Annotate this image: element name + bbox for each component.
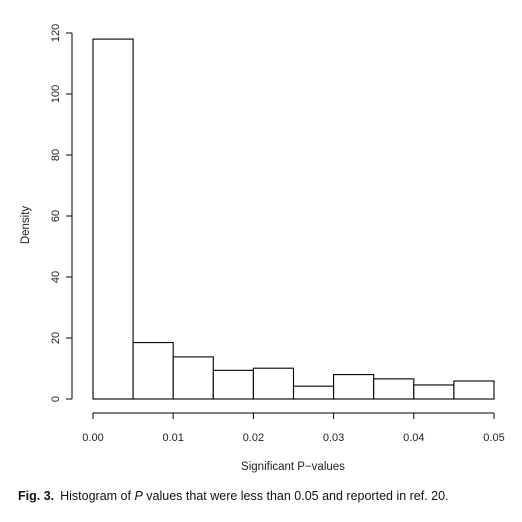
y-tick-label: 60: [50, 210, 62, 222]
figure-caption: Fig. 3. Histogram of P values that were l…: [18, 489, 513, 503]
y-tick-label: 20: [50, 332, 62, 344]
x-tick-label: 0.00: [82, 432, 103, 444]
y-tick-label: 120: [50, 24, 62, 42]
x-tick-label: 0.02: [243, 432, 264, 444]
caption-text-after: values that were less than 0.05 and repo…: [142, 489, 449, 503]
x-axis: 0.00 0.01 0.02 0.03 0.04 0.05: [82, 412, 505, 444]
x-tick-label: 0.03: [323, 432, 344, 444]
y-tick-label: 40: [50, 271, 62, 283]
caption-text-before: Histogram of: [60, 489, 135, 503]
histogram-bar: [212, 369, 254, 400]
x-tick-label: 0.01: [162, 432, 183, 444]
histogram-bar: [373, 378, 415, 400]
x-tick-label: 0.04: [403, 432, 424, 444]
y-tick-label: 0: [50, 396, 62, 402]
histogram-bar: [453, 380, 495, 400]
y-axis-title: Density: [20, 206, 32, 245]
y-tick-label: 100: [50, 85, 62, 103]
y-tick-label: 80: [50, 149, 62, 161]
histogram-bar: [413, 384, 455, 400]
caption-italic-p: P: [134, 489, 143, 503]
histogram-bar: [292, 385, 335, 400]
histogram-bars: [92, 38, 495, 400]
figure-label: Fig. 3.: [18, 489, 55, 503]
y-axis: 0 20 40 60 80 100 120: [50, 24, 73, 402]
x-tick-label: 0.05: [483, 432, 504, 444]
histogram-bar: [252, 367, 295, 400]
x-axis-title: Significant P−values: [241, 461, 345, 473]
histogram-bar: [92, 38, 134, 400]
histogram-bar: [172, 356, 214, 400]
histogram-bar: [333, 374, 375, 400]
histogram-chart: 0 20 40 60 80 100 120 0.00 0.01 0.02 0.03 0.04 0.05…: [20, 24, 505, 473]
histogram-bar: [132, 342, 174, 400]
